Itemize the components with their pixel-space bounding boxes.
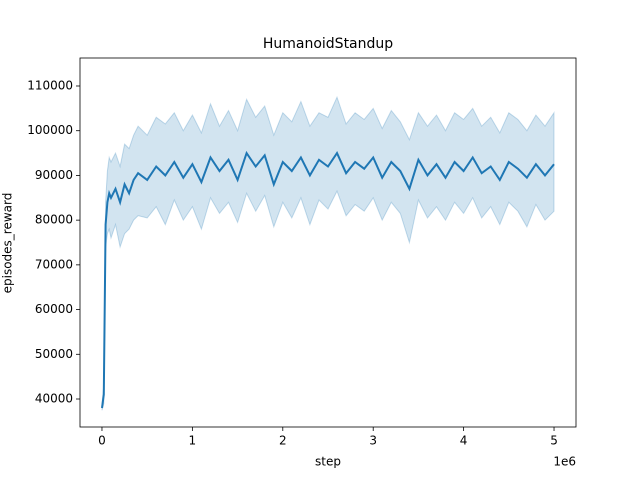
mean-line: [101, 150, 555, 409]
x-axis-label: step: [315, 455, 341, 469]
y-tick-label: 80000: [35, 213, 73, 227]
y-tick-label: 110000: [27, 78, 73, 92]
y-tick-label: 60000: [35, 302, 73, 316]
y-tick-label: 50000: [35, 347, 73, 361]
y-tick-label: 100000: [27, 123, 73, 137]
y-axis-label: episodes_reward: [1, 193, 15, 294]
y-tick-label: 90000: [35, 168, 73, 182]
x-tick-label: 4: [460, 434, 468, 448]
x-tick-label: 2: [279, 434, 287, 448]
x-tick-label: 0: [98, 434, 106, 448]
x-offset-label: 1e6: [553, 455, 576, 469]
x-tick-label: 5: [550, 434, 558, 448]
y-tick-label: 40000: [35, 392, 73, 406]
plot-frame: [79, 57, 577, 428]
chart-title: HumanoidStandup: [263, 36, 393, 52]
y-tick-label: 70000: [35, 257, 73, 271]
confidence-band: [101, 95, 555, 411]
x-tick-label: 3: [369, 434, 377, 448]
x-tick-label: 1: [189, 434, 197, 448]
